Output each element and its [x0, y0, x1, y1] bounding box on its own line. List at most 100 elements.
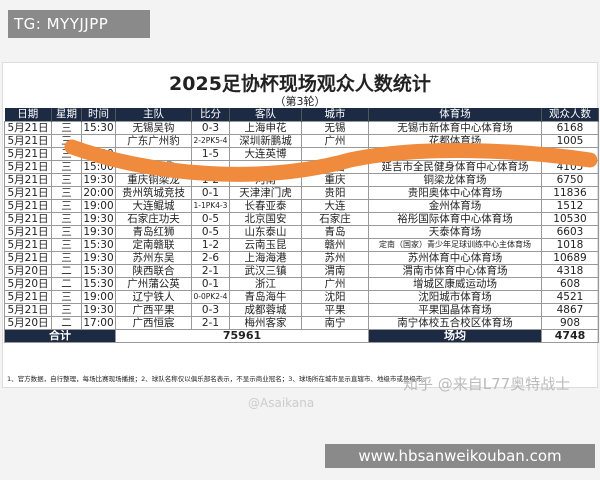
stadium-cell: 无锡市新体育中心体育场	[368, 121, 542, 135]
column-header: 城市	[301, 108, 369, 122]
home-team-cell: 广西恒宸	[115, 316, 192, 330]
weekday-cell: 三	[51, 147, 82, 161]
time-cell: 15:30	[81, 277, 116, 291]
weekday-cell: 三	[51, 160, 82, 174]
date-cell: 5月20日	[4, 316, 52, 330]
city-cell: 沈阳	[301, 290, 369, 304]
score-cell: 0-5	[191, 225, 230, 239]
away-team-cell: 北京国安	[229, 212, 302, 226]
time-cell: 19:30	[81, 212, 116, 226]
attendance-cell: 4867	[541, 303, 599, 317]
time-cell: 19:30	[81, 225, 116, 239]
score-cell: 2-1	[191, 264, 230, 278]
site-banner: www.hbsanweikouban.com	[325, 444, 595, 468]
attendance-cell: 4521	[541, 290, 599, 304]
home-team-cell: 广东广州豹	[115, 134, 192, 148]
weekday-cell: 二	[51, 277, 82, 291]
home-team-cell: 大连鲲城	[115, 199, 192, 213]
time-cell: 19:30	[81, 303, 116, 317]
attendance-cell: 608	[541, 277, 599, 291]
away-team-cell: 深圳新鹏城	[229, 134, 302, 148]
city-cell: 贵阳	[301, 186, 369, 200]
away-team-cell: 长春亚泰	[229, 199, 302, 213]
stadium-cell: 平果国晶体育场	[368, 303, 542, 317]
score-cell: 0-5	[191, 212, 230, 226]
away-team-cell: 上海申花	[229, 121, 302, 135]
date-cell: 5月21日	[4, 173, 52, 187]
table-row: 5月21日三 15:30 定南赣联 1-2 云南玉昆 赣州 定南（国家）青少年足球训练中心主…	[4, 238, 599, 252]
time-cell: 20:00	[81, 186, 116, 200]
city-cell: 苏州	[301, 251, 369, 265]
time-cell: 15:30	[81, 264, 116, 278]
table-row: 5月21日三 19:30 重庆铜梁龙 1-2 河南 重庆 铜梁龙体育场 6750	[4, 173, 599, 187]
away-team-cell: 梅州客家	[229, 316, 302, 330]
away-team-cell: 大连英博	[229, 147, 302, 161]
date-cell: 5月20日	[4, 277, 52, 291]
away-team-cell: 天津津门虎	[229, 186, 302, 200]
away-team-cell: 浙江	[229, 277, 302, 291]
stadium-cell: 南宁体校五合校区体育场	[368, 316, 542, 330]
date-cell: 5月21日	[4, 134, 52, 148]
date-cell: 5月21日	[4, 212, 52, 226]
home-team-cell: 重庆铜梁龙	[115, 173, 192, 187]
table-row: 5月21日三 19:00 大连鲲城 1-1PK4-3 长春亚泰 大连 金州体育场 1512	[4, 199, 599, 213]
attendance-cell: 1005	[541, 134, 599, 148]
time-cell: 19:30	[81, 251, 116, 265]
stadium-cell: 渭南市体育中心体育场	[368, 264, 542, 278]
time-cell: 15:30	[81, 121, 116, 135]
attendance-cell: 1512	[541, 199, 599, 213]
home-team-cell: 辽宁铁人	[115, 290, 192, 304]
weekday-cell: 二	[51, 264, 82, 278]
date-cell: 5月21日	[4, 147, 52, 161]
away-team-cell: 山东泰山	[229, 225, 302, 239]
away-team-cell: 武汉三镇	[229, 264, 302, 278]
table-row: 5月20日二 15:30 陕西联合 2-1 武汉三镇 渭南 渭南市体育中心体育场 4318	[4, 264, 599, 278]
total-label: 合计	[4, 329, 116, 343]
attendance-table: 日期 星期 时间 主队 比分 客队 城市 体育场 观众人数 5月21日三 15:30 无锡吴钩 0-3…	[4, 108, 599, 343]
city-cell: 石家庄	[301, 212, 369, 226]
column-header: 星期	[51, 108, 82, 122]
score-cell: 0-3	[191, 121, 230, 135]
city-cell: 南宁	[301, 316, 369, 330]
attendance-cell: 6603	[541, 225, 599, 239]
home-team-cell: 石家庄功夫	[115, 212, 192, 226]
city-cell: 重庆	[301, 173, 369, 187]
stadium-cell: 沈阳城市体育场	[368, 290, 542, 304]
time-cell: 15:30	[81, 238, 116, 252]
date-cell: 5月21日	[4, 199, 52, 213]
away-team-cell	[229, 160, 302, 174]
attendance-cell: 6168	[541, 121, 599, 135]
home-team-cell: 定南赣联	[115, 238, 192, 252]
date-cell: 5月21日	[4, 251, 52, 265]
date-cell: 5月21日	[4, 303, 52, 317]
score-cell: 1-2	[191, 238, 230, 252]
away-team-cell: 上海海港	[229, 251, 302, 265]
attendance-cell: 10530	[541, 212, 599, 226]
city-cell: 渭南	[301, 264, 369, 278]
home-team-cell: 陕西联合	[115, 264, 192, 278]
page-title: 2025足协杯现场观众人数统计	[169, 73, 431, 95]
attendance-cell: 10689	[541, 251, 599, 265]
attendance-cell: 908	[541, 316, 599, 330]
time-cell: 17:00	[81, 316, 116, 330]
table-header: 日期 星期 时间 主队 比分 客队 城市 体育场 观众人数	[4, 108, 599, 122]
home-team-cell: 无锡吴钩	[115, 121, 192, 135]
stadium-cell: 铜梁龙体育场	[368, 173, 542, 187]
city-cell: 无锡	[301, 121, 369, 135]
home-team-cell: 广西平果	[115, 303, 192, 317]
total-value: 75961	[115, 329, 369, 343]
column-header: 客队	[229, 108, 302, 122]
date-cell: 5月21日	[4, 121, 52, 135]
weekday-cell: 三	[51, 251, 82, 265]
away-team-cell: 成都蓉城	[229, 303, 302, 317]
stadium-cell: 贵阳奥体中心体育场	[368, 186, 542, 200]
weekday-cell: 三	[51, 212, 82, 226]
weekday-cell: 三	[51, 290, 82, 304]
stadium-cell: 天泰体育场	[368, 225, 542, 239]
stadium-cell: 花都体育场	[368, 134, 542, 148]
weibo-watermark: @Asaikana	[248, 396, 315, 410]
column-header: 日期	[4, 108, 52, 122]
attendance-cell: 4105	[541, 160, 599, 174]
stadium-cell: 苏州体育中心体育场	[368, 251, 542, 265]
city-cell: 延吉	[301, 160, 369, 174]
